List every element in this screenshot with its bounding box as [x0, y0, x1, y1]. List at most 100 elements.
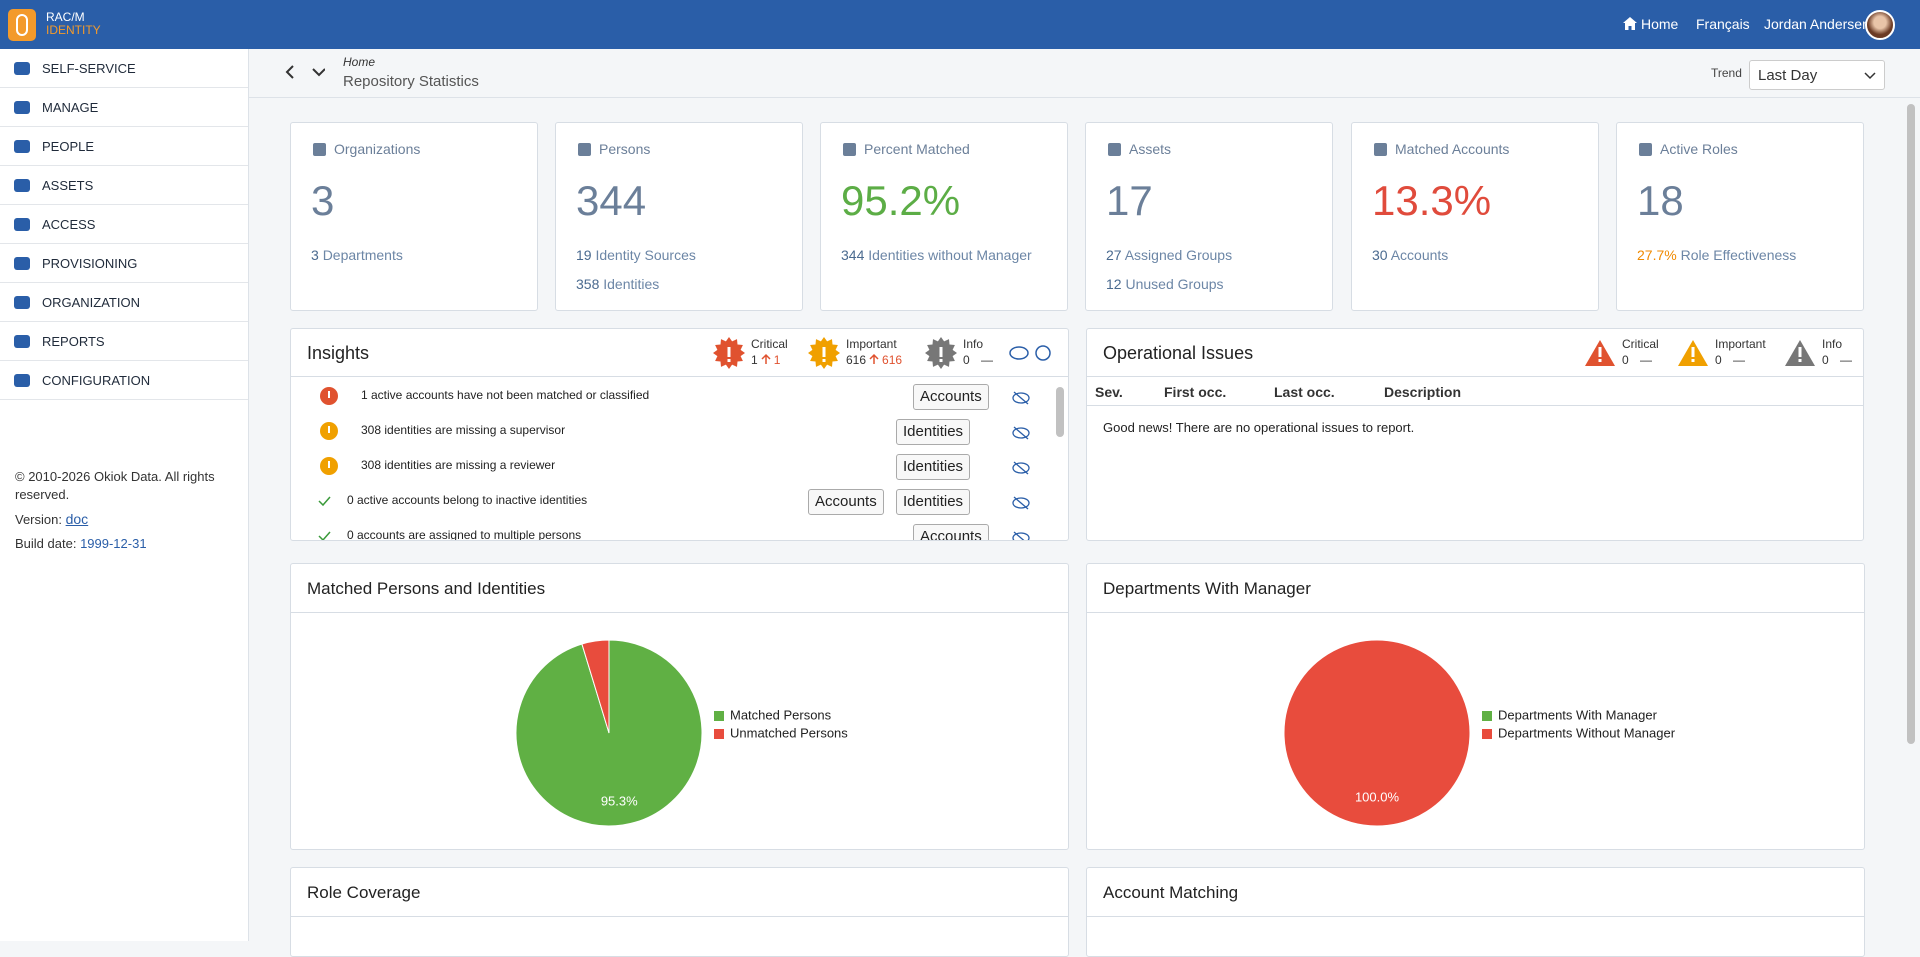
- card-icon: [578, 143, 591, 156]
- nav-icon: [14, 62, 30, 75]
- trend-arrow: [869, 353, 879, 364]
- badge-trend: 616: [882, 353, 903, 367]
- card-title: Assets: [1129, 141, 1172, 157]
- action-button[interactable]: Identities: [896, 489, 971, 515]
- scrollbar[interactable]: [1907, 104, 1915, 744]
- column-header[interactable]: Last occ.: [1274, 384, 1335, 400]
- nav-item[interactable]: PEOPLE: [0, 127, 248, 166]
- card-icon: [1108, 143, 1121, 156]
- nav-item[interactable]: ACCESS: [0, 205, 248, 244]
- action-button[interactable]: Identities: [896, 419, 971, 445]
- action-button[interactable]: Identities: [896, 454, 971, 480]
- detail-text: Assigned Groups: [1124, 247, 1233, 263]
- chevron: [1864, 72, 1876, 80]
- card-icon: [843, 143, 856, 156]
- row-icon: [320, 457, 338, 475]
- nav-item[interactable]: MANAGE: [0, 88, 248, 127]
- empty-message: Good news! There are no operational issu…: [1103, 420, 1415, 435]
- trend-value: Last Day: [1758, 67, 1818, 84]
- legend-label[interactable]: Departments Without Manager: [1498, 725, 1676, 740]
- scroll-track[interactable]: [1056, 387, 1064, 437]
- nav-item[interactable]: ORGANIZATION: [0, 283, 248, 322]
- divider: [1087, 916, 1864, 917]
- nav-label: ACCESS: [42, 217, 96, 232]
- detail-text: Departments: [322, 247, 403, 263]
- badge-trend: —: [1640, 353, 1653, 367]
- panel-title: Operational Issues: [1103, 343, 1254, 363]
- top-bar: RAC/M IDENTITY Home Français Jordan Ander…: [0, 0, 1920, 49]
- card-detail: 30 Accounts: [1372, 247, 1448, 263]
- card-detail: 19 Identity Sources: [576, 247, 696, 263]
- legend-swatch: [1482, 711, 1492, 721]
- badge-icon: [1678, 340, 1708, 366]
- user-name[interactable]: Jordan Andersen: [1764, 16, 1870, 32]
- panel-tools[interactable]: [1009, 343, 1053, 363]
- action-button[interactable]: Accounts: [808, 489, 884, 515]
- action-button[interactable]: Accounts: [913, 384, 989, 410]
- hide-icon[interactable]: [1011, 426, 1031, 440]
- logo-line: RAC/M: [46, 10, 85, 24]
- card-title: Matched Accounts: [1395, 141, 1510, 157]
- badge-counts: 0 —: [1715, 353, 1745, 367]
- column-header[interactable]: Sev.: [1095, 384, 1123, 400]
- nav-link[interactable]: Home: [1641, 16, 1679, 32]
- row-icon: [318, 496, 331, 507]
- pie-slice[interactable]: [581, 639, 610, 734]
- arrow: [761, 353, 771, 364]
- badge-trend: —: [1733, 353, 1746, 367]
- detail-text: Unused Groups: [1125, 276, 1224, 292]
- logo-icon: [8, 9, 36, 41]
- panel-title: Account Matching: [1103, 883, 1239, 902]
- avatar[interactable]: [1865, 10, 1895, 40]
- insight-text: 0 active accounts belong to inactive ide…: [347, 493, 588, 507]
- slash: [1013, 426, 1029, 440]
- badge-mark: [939, 347, 943, 357]
- hide-icon[interactable]: [1011, 391, 1031, 405]
- sidebar-footer: © 2010-2026 Okiok Data. All rights reser…: [15, 468, 235, 553]
- column-header[interactable]: Description: [1384, 384, 1462, 400]
- eye-icon[interactable]: [1009, 346, 1029, 360]
- legend-label[interactable]: Departments With Manager: [1498, 707, 1658, 722]
- nav-link[interactable]: Français: [1696, 16, 1750, 32]
- card-detail: 27.7% Role Effectiveness: [1637, 247, 1796, 263]
- action-button[interactable]: Accounts: [913, 524, 989, 540]
- badge-label: Info: [963, 337, 984, 351]
- nav-item[interactable]: SELF-SERVICE: [0, 49, 248, 88]
- nav-item[interactable]: REPORTS: [0, 322, 248, 361]
- pie-slice[interactable]: [1283, 639, 1471, 827]
- panel-title: Role Coverage: [307, 883, 421, 902]
- hide-icon[interactable]: [1011, 461, 1031, 475]
- insight-text: 308 identities are missing a supervisor: [361, 423, 566, 437]
- version-link[interactable]: doc: [65, 511, 89, 527]
- detail-text: Role Effectiveness: [1680, 247, 1797, 263]
- severity-mark: [328, 391, 330, 398]
- nav-arrows[interactable]: [285, 65, 325, 79]
- panel-title: Matched Persons and Identities: [307, 579, 546, 598]
- trend-select[interactable]: Last Day: [1749, 60, 1885, 90]
- badge-count: 616: [846, 353, 867, 367]
- legend-label[interactable]: Matched Persons: [730, 707, 832, 722]
- badge-trend: 1: [773, 353, 781, 367]
- badge-label: Important: [846, 337, 897, 351]
- badge-mark: [939, 359, 943, 362]
- legend-label[interactable]: Unmatched Persons: [730, 725, 848, 740]
- breadcrumb-parent[interactable]: Home: [343, 55, 376, 69]
- nav-item[interactable]: PROVISIONING: [0, 244, 248, 283]
- nav-item[interactable]: ASSETS: [0, 166, 248, 205]
- badge-counts: 0 —: [1822, 353, 1852, 367]
- badge-icon: [713, 337, 745, 369]
- nav-icon: [14, 101, 30, 114]
- card-icon: [313, 143, 326, 156]
- hide-icon[interactable]: [1011, 531, 1031, 541]
- nav-icon: [14, 218, 30, 231]
- arrow: [869, 353, 879, 364]
- stat-card: Organizations 3 3 Departments: [290, 122, 538, 311]
- card-title: Organizations: [334, 141, 421, 157]
- hide-icon[interactable]: [1011, 496, 1031, 510]
- column-header[interactable]: First occ.: [1164, 384, 1227, 400]
- badge-mark: [1598, 359, 1602, 362]
- nav-label: ASSETS: [42, 178, 94, 193]
- stat-card: Assets 17 27 Assigned Groups 12 Unused Grou…: [1085, 122, 1333, 311]
- nav-item[interactable]: CONFIGURATION: [0, 361, 248, 400]
- refresh-icon[interactable]: [1035, 345, 1051, 361]
